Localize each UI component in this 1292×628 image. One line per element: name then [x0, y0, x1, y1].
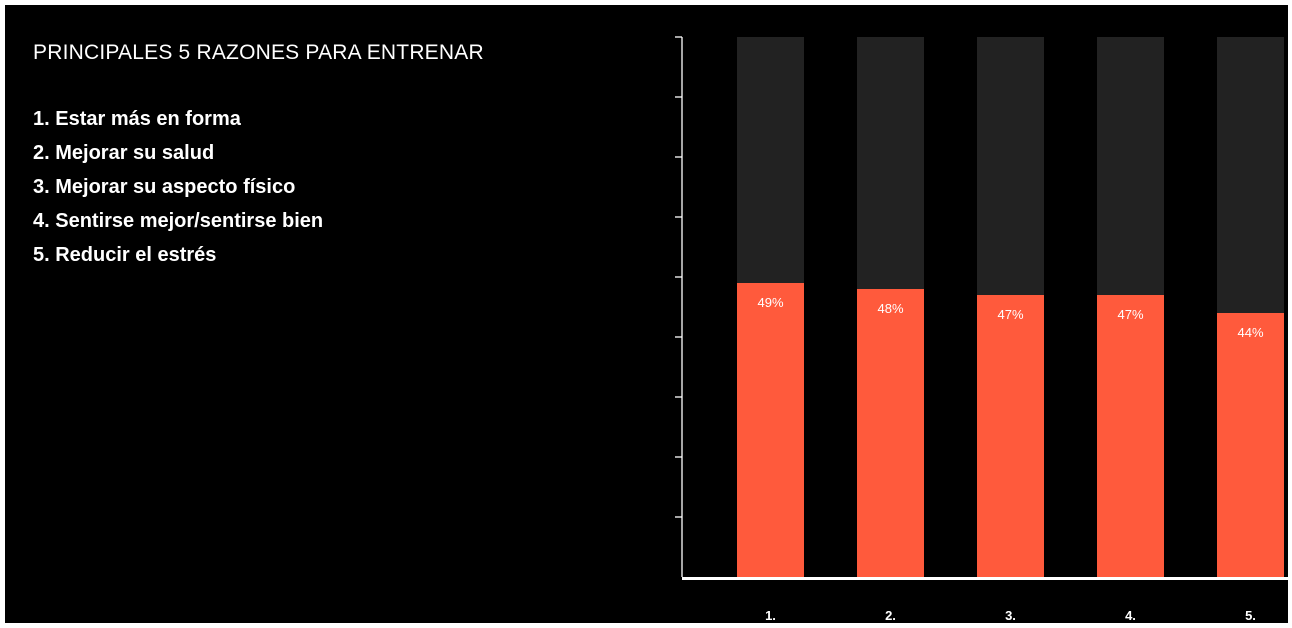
data-label: 44% — [1237, 325, 1263, 340]
data-label: 48% — [877, 301, 903, 316]
slide-frame: PRINCIPALES 5 RAZONES PARA ENTRENAR 1. E… — [5, 5, 1288, 623]
x-tick-label: 5. — [1245, 608, 1256, 623]
list-item: 3. Mejorar su aspecto físico — [33, 176, 296, 198]
bar — [977, 295, 1044, 577]
data-label: 49% — [757, 295, 783, 310]
page-title: PRINCIPALES 5 RAZONES PARA ENTRENAR — [33, 41, 484, 64]
bar-chart: 49% 1. 48% 2. 47% 3. 47% 4. 44% 5. — [675, 36, 1288, 623]
x-tick-label: 1. — [765, 608, 776, 623]
list-item: 1. Estar más en forma — [33, 108, 241, 130]
bar — [737, 283, 804, 577]
data-label: 47% — [997, 307, 1023, 322]
x-tick-label: 2. — [885, 608, 896, 623]
bar — [857, 289, 924, 577]
list-item: 2. Mejorar su salud — [33, 142, 215, 164]
x-tick-label: 3. — [1005, 608, 1016, 623]
x-tick-label: 4. — [1125, 608, 1136, 623]
list-item: 4. Sentirse mejor/sentirse bien — [33, 210, 324, 232]
bar — [1217, 313, 1284, 577]
bar — [1097, 295, 1164, 577]
data-label: 47% — [1117, 307, 1143, 322]
reasons-list: 1. Estar más en forma 2. Mejorar su salu… — [33, 106, 323, 276]
list-item: 5. Reducir el estrés — [33, 244, 217, 266]
